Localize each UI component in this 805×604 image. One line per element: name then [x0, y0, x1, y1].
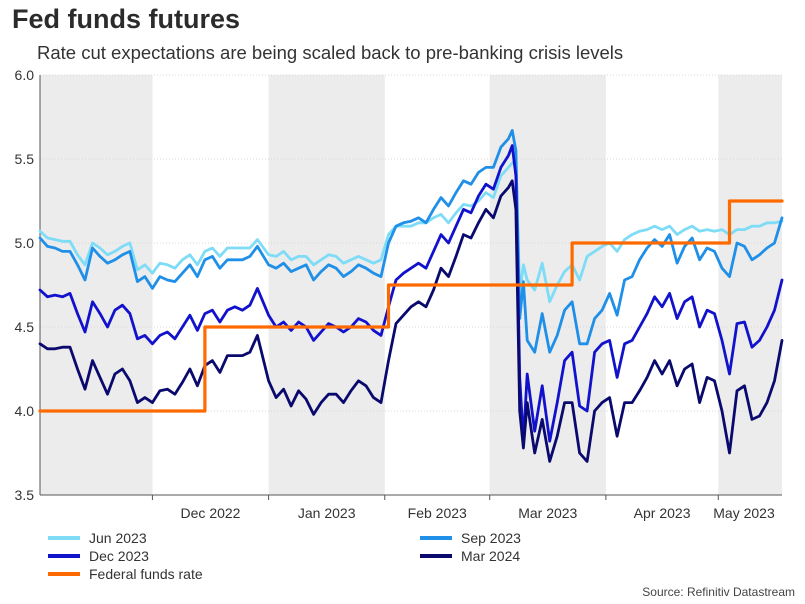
shaded-month-band: [40, 75, 153, 495]
axes: 3.5 4.0 4.5 5.0 5.5 6.0 Dec 2022 Jan 2023 Feb 20…: [15, 67, 782, 521]
legend: Jun 2023 Sep 2023 Dec 2023 Mar 2024 Federal …: [48, 530, 521, 582]
series-line-jun-2023: [38, 157, 784, 304]
x-tick-label: Feb 2023: [408, 505, 467, 521]
x-tick-label: Jan 2023: [298, 505, 356, 521]
series-line-sep-2023: [38, 129, 784, 354]
shaded-month-band: [268, 75, 385, 495]
legend-label: Sep 2023: [461, 530, 521, 546]
source-note: Source: Refinitiv Datastream: [642, 585, 795, 599]
legend-label: Mar 2024: [461, 548, 520, 564]
x-tick-label: May 2023: [713, 505, 775, 521]
series-lines: [38, 129, 784, 463]
series-line-dec-2023: [38, 144, 784, 443]
y-tick-label: 5.0: [15, 235, 35, 251]
series-line-mar-2024: [38, 179, 784, 463]
y-tick-label: 6.0: [15, 67, 35, 83]
y-tick-label: 4.5: [15, 319, 35, 335]
series-line-federal-funds-rate: [38, 199, 784, 413]
chart-subtitle: Rate cut expectations are being scaled b…: [37, 42, 624, 63]
chart-title: Fed funds futures: [12, 4, 240, 34]
y-tick-label: 3.5: [15, 487, 35, 503]
shaded-month-band: [718, 75, 782, 495]
legend-label: Federal funds rate: [89, 566, 203, 582]
legend-label: Dec 2023: [89, 548, 149, 564]
x-tick-label: Apr 2023: [634, 505, 691, 521]
legend-label: Jun 2023: [89, 530, 147, 546]
y-tick-label: 4.0: [15, 403, 35, 419]
y-tick-label: 5.5: [15, 151, 35, 167]
x-tick-label: Mar 2023: [518, 505, 577, 521]
x-tick-label: Dec 2022: [181, 505, 241, 521]
